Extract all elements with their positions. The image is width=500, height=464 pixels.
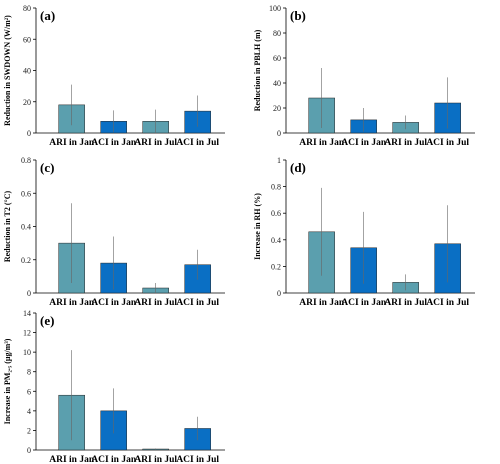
- y-tick-label: 80: [273, 29, 281, 38]
- x-category-label: ARI in Jan: [49, 455, 95, 464]
- y-axis-label: Increase in RH (%): [253, 193, 262, 260]
- y-tick-label: 20: [23, 98, 31, 107]
- y-tick-label: 14: [23, 309, 31, 318]
- y-tick-label: 0: [27, 129, 31, 138]
- y-tick-label: 0: [27, 289, 31, 298]
- y-tick-label: 0.2: [21, 256, 31, 265]
- x-category-label: ARI in Jan: [49, 138, 95, 148]
- y-tick-label: 40: [23, 67, 31, 76]
- x-category-label: ARI in Jan: [299, 138, 345, 148]
- y-tick-label: 20: [273, 104, 281, 113]
- x-category-label: ARI in Jul: [134, 455, 177, 464]
- x-category-label: ACI in Jan: [341, 138, 387, 148]
- x-category-label: ACI in Jan: [91, 298, 137, 308]
- x-category-label: ARI in Jul: [134, 138, 177, 148]
- y-tick-label: 0: [27, 446, 31, 455]
- y-tick-label: 1: [277, 156, 281, 165]
- y-tick-label: 0.2: [271, 262, 281, 271]
- y-tick-label: 0.6: [21, 189, 31, 198]
- y-axis-label: Reduction in T2 (°C): [3, 191, 12, 263]
- x-category-label: ACI in Jul: [176, 138, 219, 148]
- panel-label: (e): [40, 313, 54, 328]
- y-tick-label: 2: [27, 426, 31, 435]
- x-category-label: ARI in Jul: [134, 298, 177, 308]
- y-tick-label: 0.8: [21, 156, 31, 165]
- y-tick-label: 0.4: [271, 236, 281, 245]
- y-tick-label: 100: [269, 4, 281, 13]
- x-category-label: ARI in Jul: [384, 298, 427, 308]
- x-category-label: ACI in Jan: [341, 298, 387, 308]
- y-tick-label: 40: [273, 79, 281, 88]
- panel-label: (b): [290, 8, 306, 23]
- panel-label: (a): [40, 8, 55, 23]
- y-tick-label: 6: [27, 387, 31, 396]
- x-category-label: ACI in Jul: [426, 138, 469, 148]
- y-axis-label: Reduction in PBLH (m): [253, 29, 262, 111]
- x-category-label: ARI in Jan: [299, 298, 345, 308]
- x-category-label: ACI in Jul: [176, 455, 219, 464]
- y-tick-label: 0: [277, 289, 281, 298]
- x-category-label: ACI in Jul: [426, 298, 469, 308]
- y-tick-label: 60: [273, 54, 281, 63]
- y-tick-label: 4: [27, 407, 31, 416]
- y-tick-label: 0.6: [271, 209, 281, 218]
- y-tick-label: 0.4: [21, 223, 31, 232]
- x-category-label: ACI in Jan: [91, 455, 137, 464]
- x-category-label: ACI in Jan: [91, 138, 137, 148]
- y-tick-label: 0: [277, 129, 281, 138]
- y-tick-label: 60: [23, 35, 31, 44]
- x-category-label: ARI in Jan: [49, 298, 95, 308]
- panel-label: (d): [290, 160, 306, 175]
- y-axis-label: Reduction in SWDOWN (W/m²): [3, 15, 12, 126]
- x-category-label: ARI in Jul: [384, 138, 427, 148]
- y-tick-label: 0.8: [271, 183, 281, 192]
- panel-label: (c): [40, 160, 54, 175]
- y-tick-label: 80: [23, 4, 31, 13]
- y-tick-label: 8: [27, 368, 31, 377]
- y-axis-label: Increase in PM₂.₅ (μg/m³): [3, 338, 12, 424]
- y-tick-label: 10: [23, 348, 31, 357]
- x-category-label: ACI in Jul: [176, 298, 219, 308]
- y-tick-label: 12: [23, 329, 31, 338]
